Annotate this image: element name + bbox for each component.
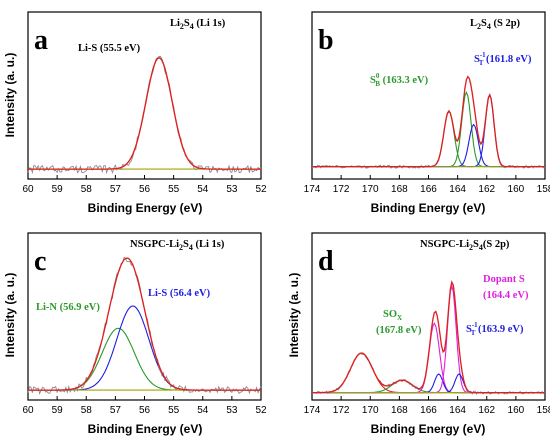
chart-title-b: L2S4 (S 2p) [470, 18, 521, 31]
x-tick-label: 52 [255, 405, 267, 416]
component-peak-2 [312, 379, 545, 394]
x-tick-label: 172 [333, 405, 350, 416]
component-peak-3 [312, 123, 545, 168]
annotation-li-n-c: Li-N (56.9 eV) [36, 302, 100, 313]
x-tick-label: 174 [304, 405, 321, 416]
x-tick-label: 57 [110, 405, 122, 416]
y-axis-label-c: Intensity (a. u.) [3, 273, 17, 358]
chart-title-d: NSGPC-Li2S4(S 2p) [420, 239, 510, 252]
annotation-li-s-c: Li-S (56.4 eV) [148, 288, 211, 299]
x-tick-label: 54 [197, 405, 209, 416]
x-tick-label: 172 [333, 184, 350, 195]
panel-c: Intensity (a. u.) c NSGPC-Li2S4 (Li 1s) … [3, 232, 267, 436]
chart-title-c: NSGPC-Li2S4 (Li 1s) [130, 239, 225, 252]
fit-envelope [28, 257, 261, 391]
x-axis-label-b: Binding Energy (eV) [371, 201, 486, 215]
x-tick-label: 57 [110, 184, 122, 195]
annotation-dopant-d: Dopant S [483, 274, 525, 285]
x-tick-label: 162 [478, 405, 495, 416]
fit-envelope [28, 57, 261, 170]
x-tick-label: 168 [391, 184, 408, 195]
x-tick-label: 58 [81, 184, 93, 195]
x-tick-label: 60 [22, 184, 34, 195]
panel-b: b L2S4 (S 2p) S0 B (163.3 eV) S-1 T (161.8… [304, 11, 550, 215]
panel-a: Intensity (a. u.) a Li2S4 (Li 1s) Li-S (… [3, 11, 267, 215]
x-tick-label: 170 [362, 184, 379, 195]
component-peak-2 [28, 305, 261, 391]
panel-letter-c: c [34, 246, 46, 277]
x-tick-label: 164 [449, 405, 466, 416]
x-tick-label: 59 [52, 405, 64, 416]
x-tick-label: 164 [449, 184, 466, 195]
x-tick-label: 52 [255, 184, 267, 195]
annotation-li-s-a: Li-S (55.5 eV) [78, 43, 141, 54]
plot-frame-a [27, 11, 262, 180]
x-tick-label: 55 [168, 184, 180, 195]
x-tick-label: 160 [508, 184, 525, 195]
component-peak-1 [28, 327, 261, 391]
component-peak-1 [312, 110, 545, 168]
y-axis-label-a: Intensity (a. u.) [3, 53, 17, 138]
panel-letter-a: a [34, 25, 48, 56]
x-tick-label: 162 [478, 184, 495, 195]
annotation-sox-d: SOX [383, 309, 402, 322]
plot-frame-c [27, 232, 262, 401]
x-tick-label: 170 [362, 405, 379, 416]
y-axis-label-d: Intensity (a. u.) [287, 273, 301, 358]
annotation-sb-b: S0 B (163.3 eV) [370, 72, 429, 88]
x-tick-label: 53 [226, 184, 238, 195]
x-tick-label: 56 [139, 405, 151, 416]
x-tick-label: 168 [391, 405, 408, 416]
x-tick-label: 54 [197, 184, 209, 195]
x-tick-label: 158 [537, 405, 550, 416]
x-tick-label: 174 [304, 184, 321, 195]
panel-d: Intensity (a. u.) d NSGPC-Li2S4(S 2p) SO… [287, 232, 550, 436]
raw-spectrum [27, 56, 262, 175]
raw-spectrum [311, 75, 546, 169]
annotation-st-b: S-1 T (161.8 eV) [474, 51, 532, 67]
plot-frame-b [311, 11, 546, 180]
x-tick-label: 60 [22, 405, 34, 416]
annotation-sox-value-d: (167.8 eV) [376, 325, 422, 336]
fit-envelope [312, 75, 545, 168]
panel-letter-b: b [318, 25, 334, 56]
x-tick-label: 166 [420, 405, 437, 416]
x-tick-label: 55 [168, 405, 180, 416]
x-tick-label: 158 [537, 184, 550, 195]
x-tick-label: 58 [81, 405, 93, 416]
component-peak-4 [312, 93, 545, 168]
x-tick-label: 166 [420, 184, 437, 195]
component-peak-1 [28, 57, 261, 170]
annotation-st-d: S-1 T (163.9 eV) [466, 321, 524, 337]
x-tick-label: 59 [52, 184, 64, 195]
annotation-dopant-value-d: (164.4 eV) [483, 290, 529, 301]
x-axis-label-d: Binding Energy (eV) [371, 422, 486, 436]
x-axis-label-a: Binding Energy (eV) [88, 201, 203, 215]
x-axis-label-c: Binding Energy (eV) [88, 422, 203, 436]
x-tick-label: 160 [508, 405, 525, 416]
chart-title-a: Li2S4 (Li 1s) [170, 18, 226, 31]
x-tick-label: 56 [139, 184, 151, 195]
panel-letter-d: d [318, 246, 334, 277]
fit-envelope [312, 280, 545, 394]
component-peak-2 [312, 90, 545, 168]
x-tick-label: 53 [226, 405, 238, 416]
